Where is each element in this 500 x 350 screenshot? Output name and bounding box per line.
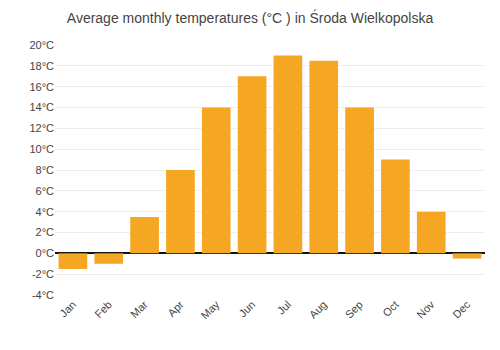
svg-text:Oct: Oct bbox=[380, 298, 401, 319]
svg-text:12°C: 12°C bbox=[29, 122, 54, 134]
svg-text:10°C: 10°C bbox=[29, 143, 54, 155]
svg-text:Dec: Dec bbox=[450, 298, 473, 321]
svg-text:16°C: 16°C bbox=[29, 81, 54, 93]
svg-text:20°C: 20°C bbox=[29, 39, 54, 51]
svg-text:6°C: 6°C bbox=[36, 185, 55, 197]
svg-text:Sep: Sep bbox=[343, 298, 365, 320]
svg-text:Average monthly temperatures (: Average monthly temperatures (°C ) in Śr… bbox=[67, 9, 434, 26]
svg-text:Aug: Aug bbox=[307, 298, 329, 320]
svg-text:8°C: 8°C bbox=[36, 164, 55, 176]
svg-text:Feb: Feb bbox=[92, 298, 114, 320]
svg-text:May: May bbox=[198, 298, 222, 322]
svg-text:18°C: 18°C bbox=[29, 60, 54, 72]
svg-text:2°C: 2°C bbox=[36, 226, 55, 238]
svg-text:Mar: Mar bbox=[128, 298, 150, 320]
svg-text:Nov: Nov bbox=[414, 298, 437, 321]
svg-text:14°C: 14°C bbox=[29, 101, 54, 113]
svg-text:-4°C: -4°C bbox=[32, 289, 54, 301]
svg-text:Jun: Jun bbox=[236, 298, 257, 319]
svg-text:-2°C: -2°C bbox=[32, 268, 54, 280]
svg-text:Apr: Apr bbox=[165, 298, 186, 319]
svg-text:Jan: Jan bbox=[57, 298, 78, 319]
svg-text:4°C: 4°C bbox=[36, 206, 55, 218]
svg-text:0°C: 0°C bbox=[36, 247, 55, 259]
svg-text:Jul: Jul bbox=[275, 298, 293, 316]
